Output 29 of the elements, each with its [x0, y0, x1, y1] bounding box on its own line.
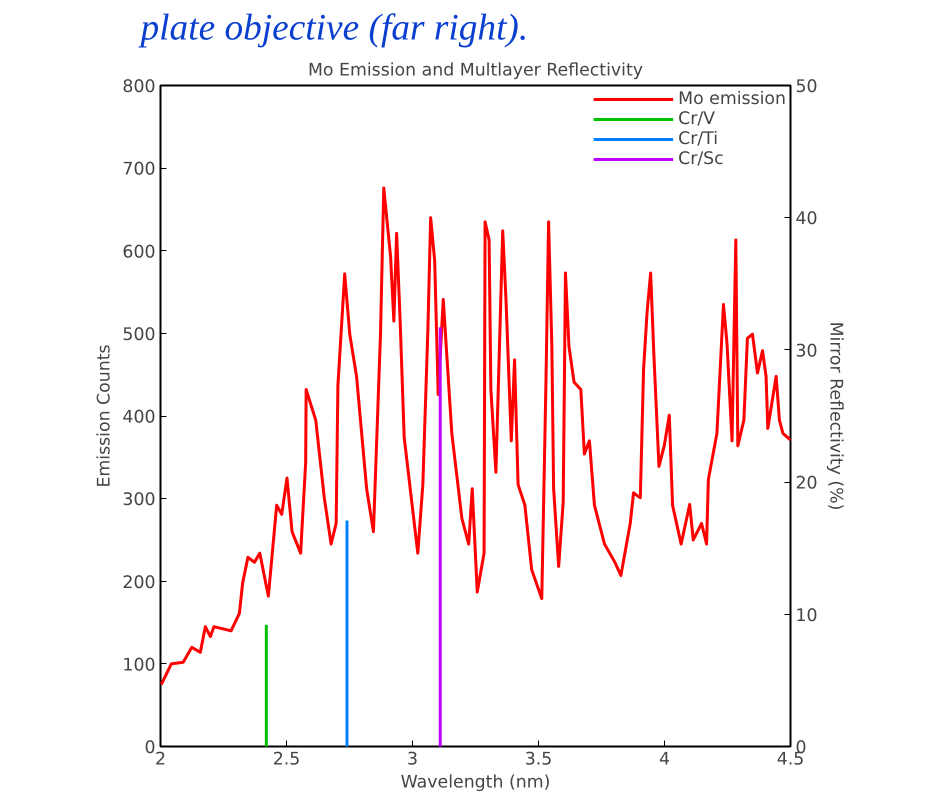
chart-title: Mo Emission and Multlayer Reflectivity	[308, 60, 644, 80]
y-tick-label: 300	[122, 490, 156, 510]
legend-label: Cr/Sc	[678, 149, 724, 169]
y-tick-label: 700	[122, 160, 156, 180]
y2-tick-label: 10	[796, 606, 818, 626]
legend-label: Cr/V	[678, 109, 716, 129]
y-tick-label: 800	[122, 77, 156, 97]
x-axis-title: Wavelength (nm)	[400, 772, 550, 792]
x-tick-label: 2	[154, 750, 166, 770]
y-tick-label: 200	[122, 572, 156, 593]
x-tick-label: 4	[658, 750, 670, 770]
y2-tick-label: 50	[796, 77, 818, 97]
x-tick-label: 2.5	[272, 750, 300, 770]
y2-tick-label: 40	[796, 209, 818, 230]
y-axis-title: Emission Counts	[94, 344, 114, 488]
text: plate objective (far right).	[138, 8, 528, 48]
x-tick-label: 3.5	[524, 750, 552, 770]
y2-tick-label: 20	[796, 474, 818, 494]
y-tick-label: 500	[122, 324, 156, 345]
y-tick-label: 600	[122, 242, 156, 262]
line-series	[160, 186, 790, 686]
y-tick-label: 0	[144, 738, 156, 758]
y2-tick-label: 30	[796, 341, 818, 362]
y2-axis-title: Mirror Reflectivity (%)	[826, 322, 846, 510]
y-tick-label: 100	[122, 655, 156, 676]
legend-label: Cr/Ti	[678, 129, 718, 149]
y-tick-label: 400	[122, 408, 156, 428]
legend-label: Mo emission	[678, 89, 786, 109]
x-tick-label: 3	[406, 750, 418, 770]
